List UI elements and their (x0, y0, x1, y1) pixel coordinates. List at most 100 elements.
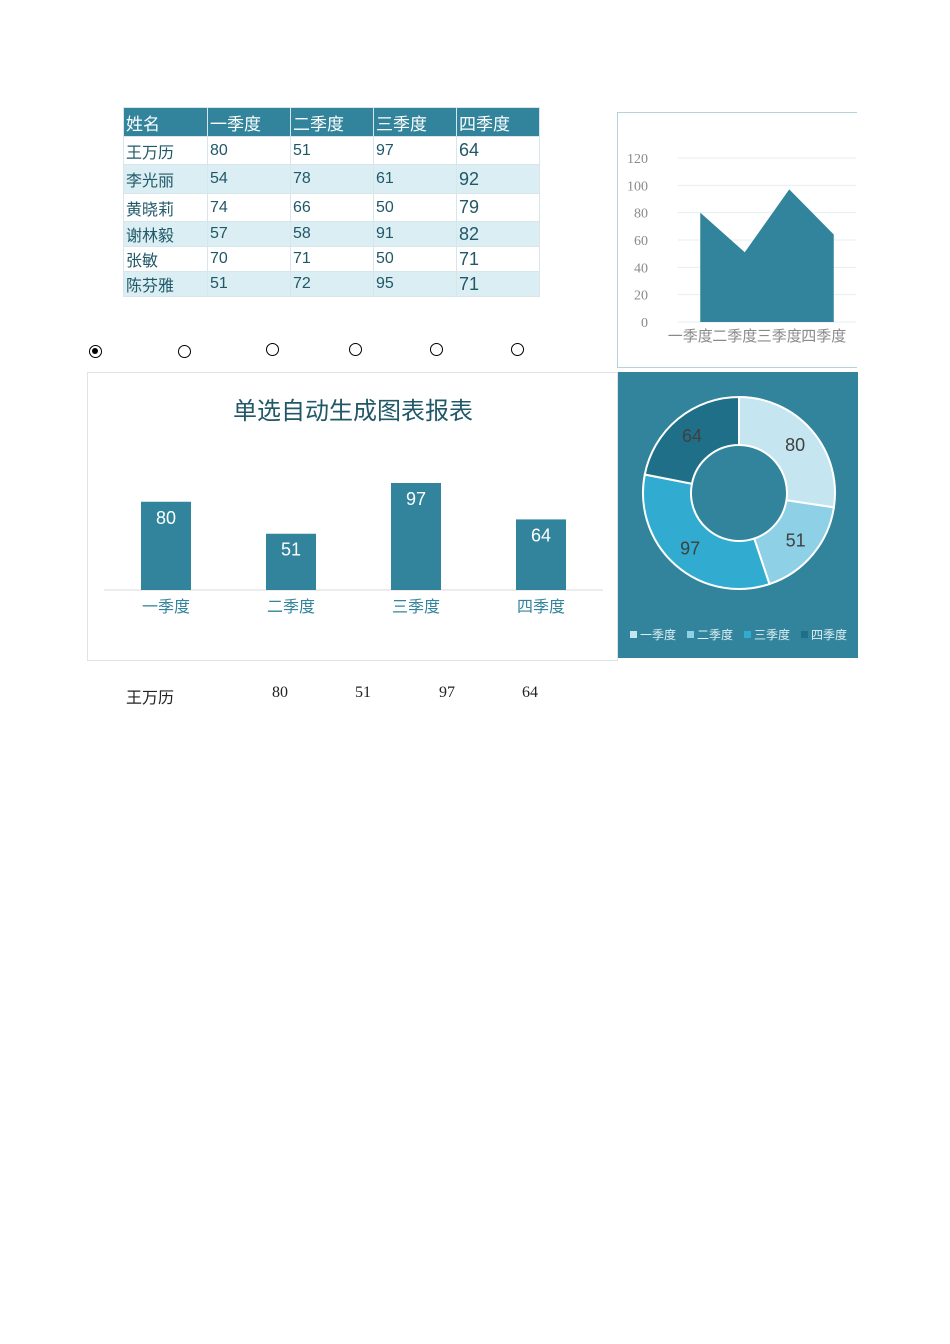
table-row: 黄晓莉 74 66 50 79 (123, 193, 540, 222)
table-cell: 李光丽 (123, 164, 208, 194)
table-cell: 78 (290, 164, 374, 194)
x-tick-label: 三季度 (757, 328, 802, 345)
table-header-row: 姓名 一季度 二季度 三季度 四季度 (123, 107, 540, 137)
legend-label: 一季度 (640, 627, 676, 642)
y-tick-label: 60 (634, 234, 648, 249)
header-name: 姓名 (123, 107, 208, 137)
bar (141, 501, 191, 590)
table-row: 李光丽 54 78 61 92 (123, 164, 540, 194)
person-radio-6[interactable] (511, 343, 524, 356)
person-radio-3[interactable] (266, 343, 279, 356)
table-cell: 57 (207, 221, 291, 247)
x-tick-label: 四季度 (801, 328, 846, 345)
bar (266, 533, 316, 590)
selected-value-q4: 64 (522, 684, 538, 701)
chart-title: 单选自动生成图表报表 (233, 398, 473, 425)
table-cell: 97 (373, 136, 457, 165)
table-cell: 91 (373, 221, 457, 247)
bar-data-label: 64 (531, 525, 551, 545)
bar-data-label: 80 (156, 508, 176, 528)
table-cell: 张敏 (123, 246, 208, 272)
table-cell: 王万历 (123, 136, 208, 165)
table-cell: 陈芬雅 (123, 271, 208, 297)
donut-chart: 80 51 97 64 一季度 二季度 三季度 四季度 (618, 372, 858, 658)
table-cell: 95 (373, 271, 457, 297)
x-tick-label: 一季度 (668, 328, 713, 345)
table-cell: 61 (373, 164, 457, 194)
area-chart-svg: 0 20 40 60 80 100 120 一季度 二季度 三季度 四季度 (627, 152, 856, 345)
bar (516, 519, 566, 590)
table-cell: 50 (373, 193, 457, 222)
bar-data-label: 97 (406, 489, 426, 509)
selected-value-q1: 80 (272, 684, 288, 701)
table-row: 王万历 80 51 97 64 (123, 136, 540, 165)
header-q2: 二季度 (290, 107, 374, 137)
donut-slice (738, 395, 836, 509)
person-radio-4[interactable] (349, 343, 362, 356)
legend-label: 四季度 (811, 627, 847, 642)
person-selector (0, 340, 600, 362)
y-tick-label: 0 (641, 316, 648, 331)
table-cell: 74 (207, 193, 291, 222)
y-tick-label: 100 (627, 179, 648, 194)
donut-slice (642, 473, 771, 590)
legend-label: 三季度 (754, 627, 790, 642)
legend-swatch (630, 631, 637, 638)
table-cell: 64 (456, 136, 540, 165)
person-radio-5[interactable] (430, 343, 443, 356)
slice-data-label: 80 (785, 435, 805, 455)
area-chart: 0 20 40 60 80 100 120 一季度 二季度 三季度 四季度 (617, 112, 857, 368)
table-cell: 79 (456, 193, 540, 222)
bar (391, 483, 441, 590)
table-cell: 66 (290, 193, 374, 222)
y-tick-label: 120 (627, 152, 648, 167)
table-cell: 71 (290, 246, 374, 272)
x-tick-label: 一季度 (142, 598, 190, 616)
x-tick-label: 四季度 (517, 598, 565, 616)
legend-swatch (687, 631, 694, 638)
legend-swatch (801, 631, 808, 638)
table-cell: 51 (290, 136, 374, 165)
selected-value-q3: 97 (439, 684, 455, 701)
table-row: 张敏 70 71 50 71 (123, 246, 540, 272)
slice-data-label: 64 (682, 426, 702, 446)
table-cell: 51 (207, 271, 291, 297)
table-cell: 58 (290, 221, 374, 247)
legend-label: 二季度 (697, 627, 733, 642)
y-tick-label: 40 (634, 261, 648, 276)
header-q1: 一季度 (207, 107, 291, 137)
selected-name: 王万历 (126, 690, 175, 707)
table-cell: 92 (456, 164, 540, 194)
table-cell: 50 (373, 246, 457, 272)
legend-swatch (744, 631, 751, 638)
slice-data-label: 97 (680, 539, 700, 559)
person-radio-1[interactable] (89, 345, 102, 358)
bar-chart-svg: 单选自动生成图表报表 80 一季度 51 二季度 97 三季度 64 四季度 (104, 398, 603, 616)
slice-data-label: 51 (786, 531, 806, 551)
area-series (700, 189, 834, 322)
x-tick-label: 二季度 (712, 328, 757, 345)
donut-slice (643, 395, 740, 485)
header-q4: 四季度 (456, 107, 540, 137)
table-cell: 黄晓莉 (123, 193, 208, 222)
person-radio-2[interactable] (178, 345, 191, 358)
x-tick-label: 二季度 (267, 598, 315, 616)
y-tick-label: 20 (634, 289, 648, 304)
table-cell: 54 (207, 164, 291, 194)
bar-chart: 单选自动生成图表报表 80 一季度 51 二季度 97 三季度 64 四季度 (87, 372, 618, 661)
table-row: 谢林毅 57 58 91 82 (123, 221, 540, 247)
table-cell: 70 (207, 246, 291, 272)
table-cell: 71 (456, 246, 540, 272)
table-cell: 谢林毅 (123, 221, 208, 247)
table-cell: 82 (456, 221, 540, 247)
score-table: 姓名 一季度 二季度 三季度 四季度 王万历 80 51 97 64 李光丽 5… (123, 107, 540, 297)
x-tick-label: 三季度 (392, 598, 440, 616)
table-cell: 71 (456, 271, 540, 297)
table-row: 陈芬雅 51 72 95 71 (123, 271, 540, 297)
y-tick-label: 80 (634, 207, 648, 222)
table-cell: 72 (290, 271, 374, 297)
table-cell: 80 (207, 136, 291, 165)
selected-value-q2: 51 (355, 684, 371, 701)
bar-data-label: 51 (281, 540, 301, 560)
header-q3: 三季度 (373, 107, 457, 137)
